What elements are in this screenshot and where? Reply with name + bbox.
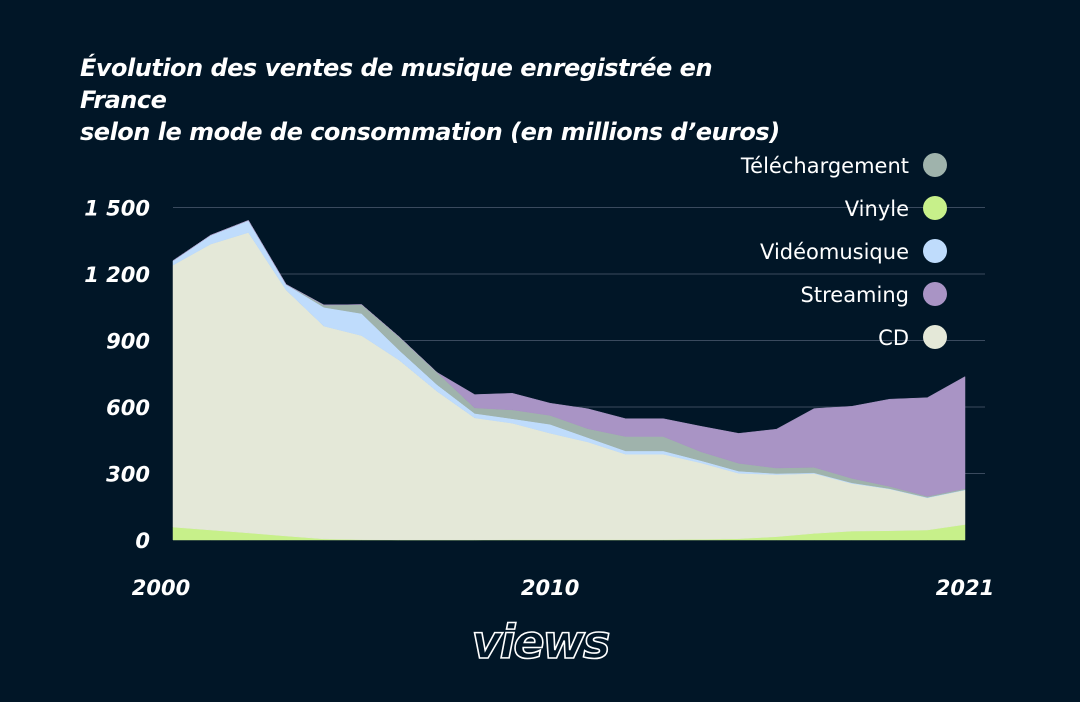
y-axis: 0 300 600 900 1 200 1 500 xyxy=(84,197,150,554)
legend-swatch xyxy=(923,239,947,263)
y-tick-label: 1 500 xyxy=(84,197,150,221)
views-logo: views xyxy=(471,618,612,668)
legend-swatch xyxy=(923,325,947,349)
y-tick-label: 600 xyxy=(106,396,150,420)
legend-label: Streaming xyxy=(801,283,909,307)
legend-swatch xyxy=(923,196,947,220)
chart-title: Évolution des ventes de musique enregist… xyxy=(80,52,780,148)
y-tick-label: 300 xyxy=(106,463,150,487)
y-tick-label: 0 xyxy=(135,529,150,553)
legend-swatch xyxy=(923,153,947,177)
legend: Téléchargement Vinyle Vidéomusique Streamin… xyxy=(740,153,947,350)
legend-label: Téléchargement xyxy=(740,154,909,178)
x-tick-label: 2010 xyxy=(521,576,579,600)
area-cd xyxy=(172,232,966,541)
legend-swatch xyxy=(923,282,947,306)
brand-logo-text: views xyxy=(472,618,609,668)
chart-title-line-1: Évolution des ventes de musique enregist… xyxy=(80,54,713,114)
legend-item: Streaming xyxy=(801,282,947,307)
legend-item: Vinyle xyxy=(845,196,947,221)
x-tick-label: 2000 xyxy=(132,576,190,600)
legend-item: CD xyxy=(878,325,947,350)
legend-label: Vidéomusique xyxy=(760,240,909,264)
x-tick-label: 2021 xyxy=(936,576,994,600)
x-axis: 2000 2010 2021 xyxy=(132,576,994,600)
y-tick-label: 1 200 xyxy=(84,263,150,287)
y-tick-label: 900 xyxy=(106,330,150,354)
legend-item: Téléchargement xyxy=(740,153,947,178)
area-streaming xyxy=(172,220,966,497)
area-series xyxy=(172,220,966,541)
chart-title-line-2: selon le mode de consommation (en millio… xyxy=(80,118,780,146)
legend-label: Vinyle xyxy=(845,197,909,221)
legend-label: CD xyxy=(878,326,909,350)
legend-item: Vidéomusique xyxy=(760,239,947,264)
